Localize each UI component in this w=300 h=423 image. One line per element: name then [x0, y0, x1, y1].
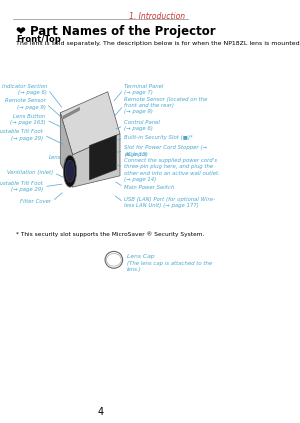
Text: USB (LAN) Port (for optional Wire-
less LAN Unit) (→ page 177): USB (LAN) Port (for optional Wire- less …: [124, 197, 215, 208]
Circle shape: [63, 155, 76, 187]
Polygon shape: [89, 135, 116, 180]
Text: Built-in Security Slot (■)*: Built-in Security Slot (■)*: [124, 135, 193, 140]
Text: * This security slot supports the MicroSaver ® Security System.: * This security slot supports the MicroS…: [16, 232, 205, 237]
Text: Slot for Power Cord Stopper (→
page 15): Slot for Power Cord Stopper (→ page 15): [124, 146, 207, 157]
Circle shape: [65, 160, 74, 182]
Text: Main Power Switch: Main Power Switch: [124, 184, 175, 190]
Polygon shape: [60, 113, 73, 187]
Text: Remote Sensor (located on the
front and the rear)
(→ page 9): Remote Sensor (located on the front and …: [124, 97, 208, 114]
Text: Lens Cap: Lens Cap: [127, 254, 154, 259]
Text: Lens: Lens: [49, 155, 62, 160]
Polygon shape: [60, 92, 120, 155]
Text: Remote Sensor
(→ page 9): Remote Sensor (→ page 9): [4, 98, 45, 110]
Text: Ventilation (inlet): Ventilation (inlet): [7, 170, 53, 176]
Text: Filter Cover: Filter Cover: [20, 199, 52, 204]
Text: The lens is sold separately. The description below is for when the NP18ZL lens i: The lens is sold separately. The descrip…: [16, 41, 300, 46]
Text: AC Input
Connect the supplied power cord's
three-pin plug here, and plug the
oth: AC Input Connect the supplied power cord…: [124, 152, 220, 182]
Text: (The lens cap is attached to the
lens.): (The lens cap is attached to the lens.): [127, 261, 212, 272]
Text: Adjustable Tilt Foot
(→ page 29): Adjustable Tilt Foot (→ page 29): [0, 129, 43, 140]
Text: Lens Button
(→ page 163): Lens Button (→ page 163): [10, 114, 45, 126]
Text: 1. Introduction: 1. Introduction: [129, 12, 185, 21]
Text: Terminal Panel
(→ page 7): Terminal Panel (→ page 7): [124, 84, 164, 95]
Text: Adjustable Tilt Foot
(→ page 29): Adjustable Tilt Foot (→ page 29): [0, 181, 43, 192]
Text: Control Panel
(→ page 6): Control Panel (→ page 6): [124, 120, 160, 132]
Text: 4: 4: [98, 407, 104, 417]
Polygon shape: [63, 107, 80, 119]
Text: Indicator Section
(→ page 6): Indicator Section (→ page 6): [2, 84, 47, 95]
Text: Front/Top: Front/Top: [16, 35, 61, 44]
Text: ❤ Part Names of the Projector: ❤ Part Names of the Projector: [16, 25, 216, 38]
Polygon shape: [73, 134, 120, 187]
